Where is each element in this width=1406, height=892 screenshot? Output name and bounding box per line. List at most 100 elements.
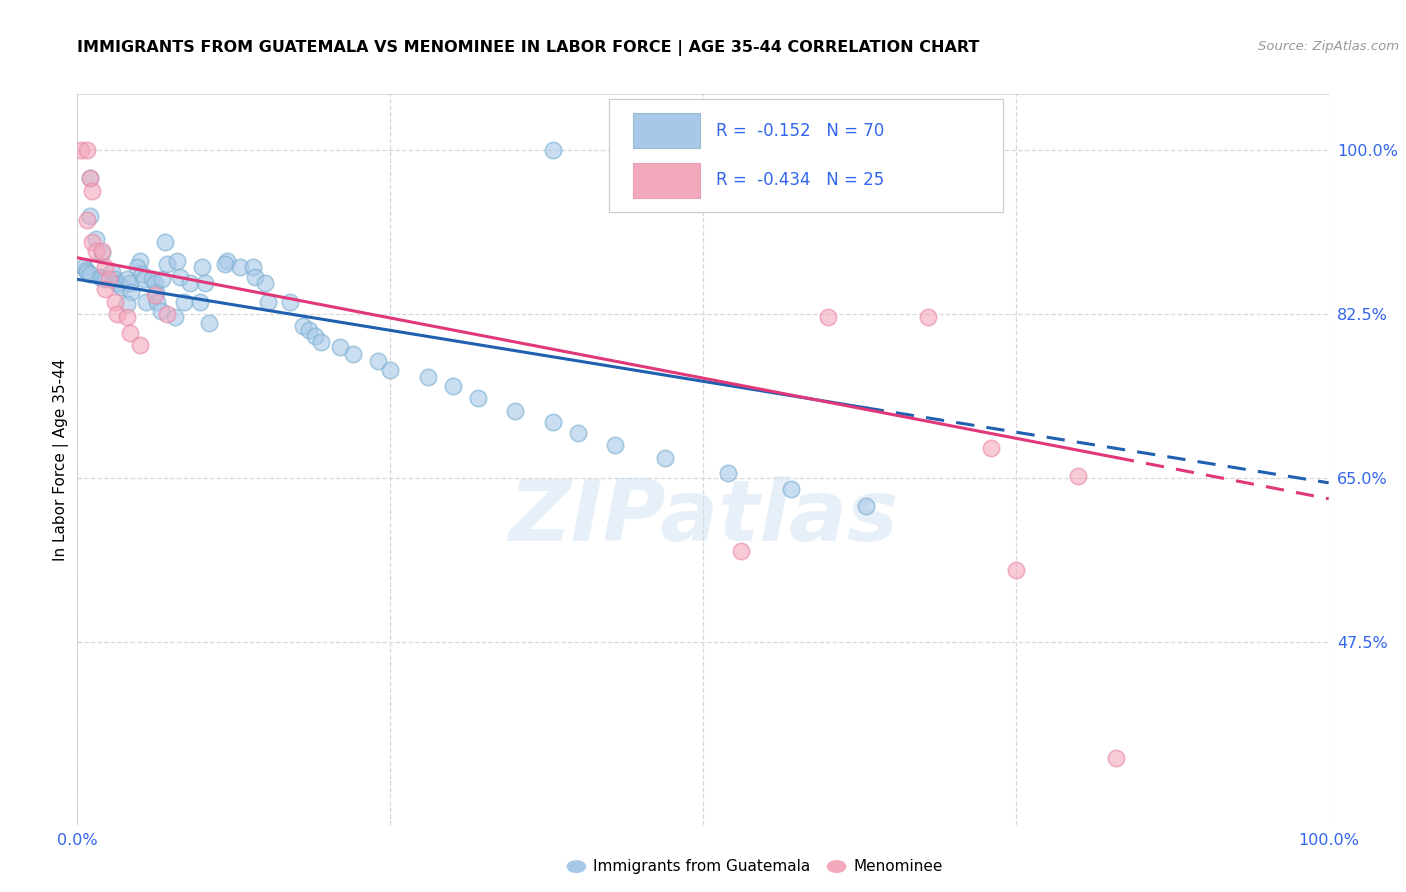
Point [855, 500, 877, 514]
Point [118, 276, 141, 290]
Point [256, 294, 278, 309]
Point [79, 267, 101, 281]
Point [129, 253, 152, 268]
Point [120, 285, 142, 300]
Point [166, 253, 188, 268]
Point [342, 347, 364, 361]
Point [104, 272, 127, 286]
Point [217, 253, 239, 268]
Point [127, 260, 149, 274]
Point [153, 235, 176, 249]
Point [145, 285, 167, 300]
Point [84, 232, 107, 246]
Point [817, 310, 839, 324]
Point [79, 171, 101, 186]
Point [146, 294, 169, 309]
Y-axis label: In Labor Force | Age 35-44: In Labor Force | Age 35-44 [53, 359, 69, 560]
Point [89, 269, 111, 284]
Point [76, 143, 98, 157]
Point [141, 272, 163, 286]
Point [541, 143, 564, 157]
Point [132, 272, 155, 286]
Point [467, 392, 489, 406]
Point [152, 272, 174, 286]
Point [105, 307, 128, 321]
Point [188, 294, 211, 309]
Point [291, 319, 314, 334]
Point [243, 269, 266, 284]
Point [101, 265, 124, 279]
Point [105, 276, 128, 290]
Point [1004, 563, 1026, 577]
Point [311, 335, 333, 350]
Point [117, 310, 139, 324]
Point [567, 426, 589, 441]
Point [1105, 750, 1128, 764]
FancyBboxPatch shape [633, 162, 700, 198]
Point [131, 267, 153, 281]
Point [329, 340, 352, 354]
Point [91, 271, 114, 285]
Point [143, 276, 166, 290]
Point [194, 276, 217, 290]
Text: IMMIGRANTS FROM GUATEMALA VS MENOMINEE IN LABOR FORCE | AGE 35-44 CORRELATION CH: IMMIGRANTS FROM GUATEMALA VS MENOMINEE I… [77, 40, 980, 56]
Point [94, 272, 117, 286]
Point [135, 294, 157, 309]
Point [779, 483, 801, 497]
Point [79, 171, 101, 186]
Text: Source: ZipAtlas.com: Source: ZipAtlas.com [1258, 40, 1399, 54]
Text: ZIPatlas: ZIPatlas [508, 476, 898, 559]
Text: Immigrants from Guatemala: Immigrants from Guatemala [593, 859, 811, 874]
FancyBboxPatch shape [633, 113, 700, 148]
Point [91, 244, 114, 259]
Point [82, 184, 104, 198]
Point [917, 310, 939, 324]
Text: Menominee: Menominee [853, 859, 943, 874]
Point [76, 213, 98, 227]
Point [104, 294, 127, 309]
Point [541, 415, 564, 429]
Point [117, 296, 139, 310]
Point [110, 280, 132, 294]
Point [654, 450, 676, 465]
Point [242, 260, 264, 274]
Point [441, 379, 464, 393]
Text: R =  -0.152   N = 70: R = -0.152 N = 70 [716, 122, 884, 140]
Point [378, 363, 402, 377]
Point [416, 369, 439, 384]
Point [717, 467, 740, 481]
Point [191, 260, 214, 274]
Point [94, 282, 117, 296]
Point [75, 263, 97, 277]
Point [70, 143, 93, 157]
Point [72, 260, 94, 274]
Point [298, 323, 321, 337]
Point [129, 338, 152, 352]
Point [156, 307, 179, 321]
Point [214, 257, 236, 271]
Point [143, 288, 166, 302]
Text: R =  -0.434   N = 25: R = -0.434 N = 25 [716, 171, 884, 189]
Point [84, 244, 107, 259]
Point [163, 310, 186, 324]
Point [91, 246, 114, 260]
Point [156, 257, 179, 271]
Point [367, 354, 389, 368]
Point [94, 260, 117, 274]
Point [1067, 469, 1090, 483]
Point [253, 276, 276, 290]
Point [503, 403, 526, 417]
Point [107, 277, 129, 291]
Point [304, 328, 326, 343]
Point [197, 317, 219, 331]
Point [117, 272, 139, 286]
Point [179, 276, 201, 290]
Point [79, 209, 101, 223]
Point [229, 260, 252, 274]
Point [118, 326, 141, 340]
Point [150, 304, 173, 318]
Point [278, 294, 301, 309]
FancyBboxPatch shape [609, 99, 1004, 212]
Point [169, 269, 191, 284]
Point [980, 441, 1002, 455]
